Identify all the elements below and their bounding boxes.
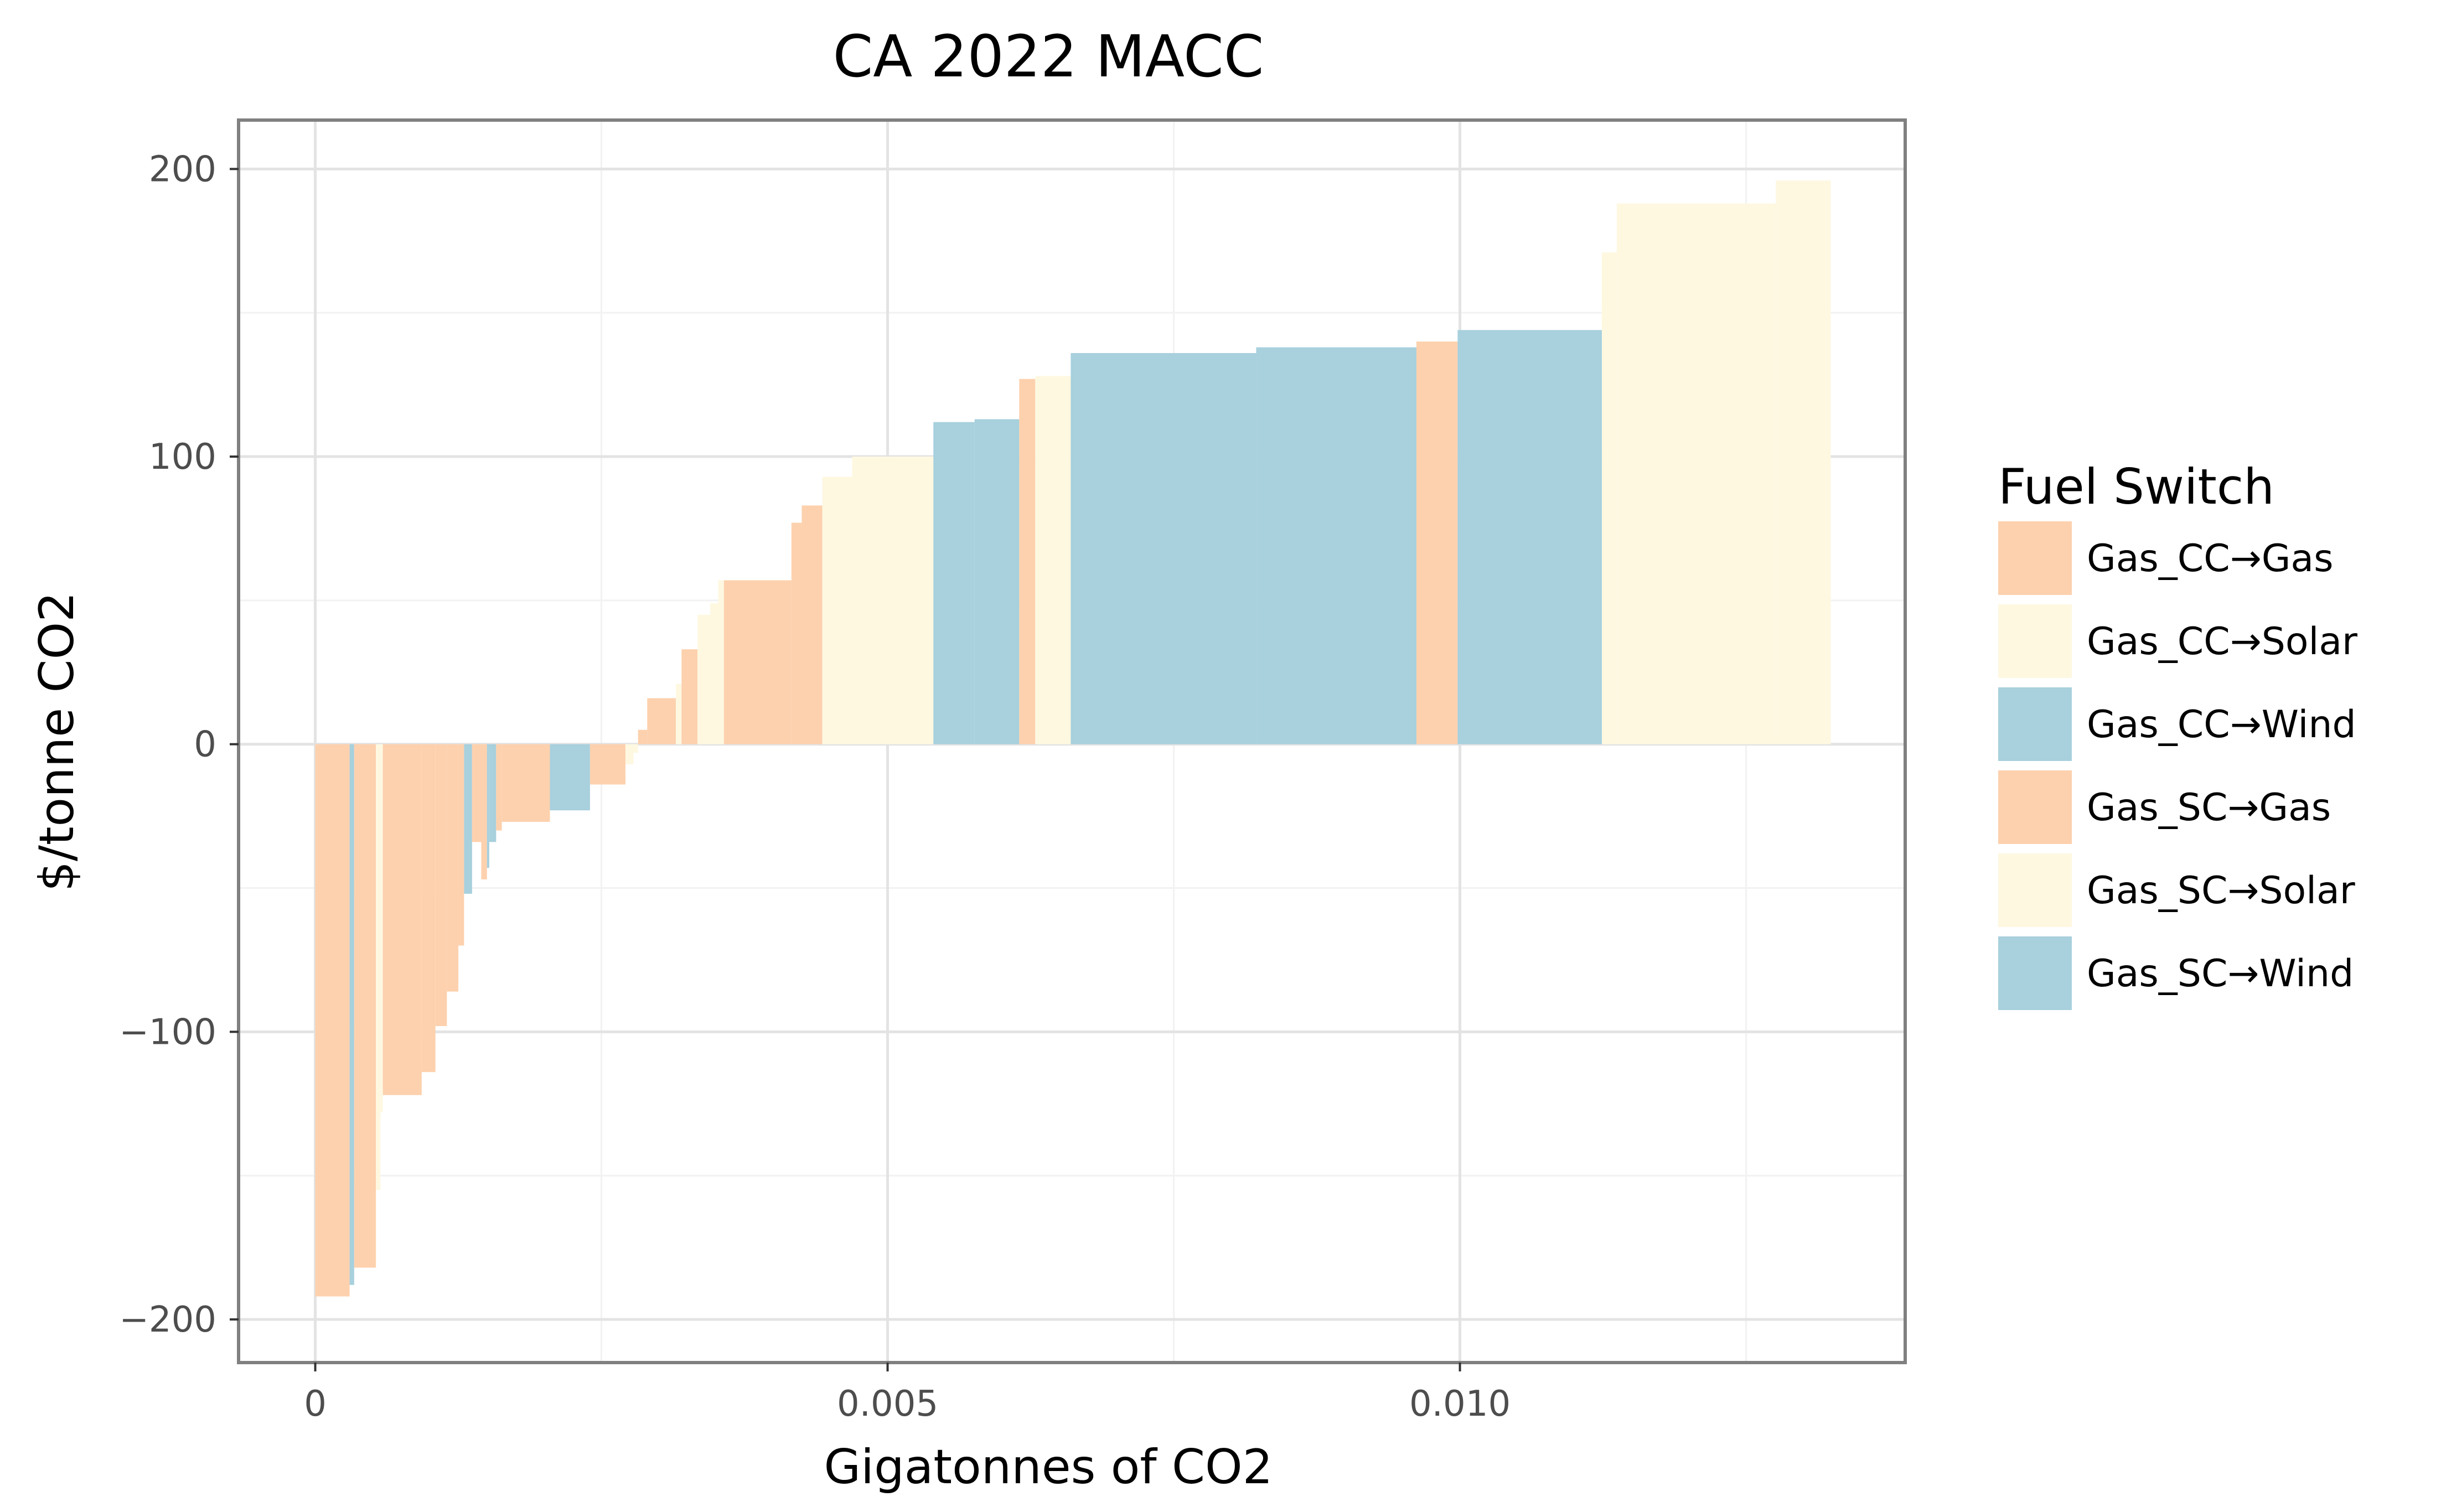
legend-label: Gas_SC→Solar xyxy=(2087,869,2355,913)
legend-label: Gas_CC→Wind xyxy=(2087,703,2356,747)
bar-gas xyxy=(382,744,422,1095)
bar-wind xyxy=(487,744,489,868)
legend-swatch xyxy=(1998,853,2072,927)
bar-gas xyxy=(723,580,792,744)
y-tick-label: 200 xyxy=(149,149,216,190)
legend-label: Gas_CC→Solar xyxy=(2087,620,2357,664)
bar-gas xyxy=(801,505,823,744)
bars xyxy=(315,180,1831,1297)
bar-gas xyxy=(1019,379,1036,744)
bar-wind xyxy=(349,744,354,1285)
bar-gas xyxy=(458,744,464,946)
bar-wind xyxy=(1070,353,1256,744)
legend-swatch xyxy=(1998,770,2072,844)
bar-gas xyxy=(1416,341,1458,744)
x-axis: 0 0.005 0.010 xyxy=(304,1363,1511,1425)
bar-gas xyxy=(791,522,802,744)
bar-gas xyxy=(681,649,698,744)
bar-solar xyxy=(852,457,934,744)
bar-solar xyxy=(1616,203,1776,744)
x-tick-label: 0 xyxy=(304,1384,327,1425)
bar-gas xyxy=(472,744,482,842)
legend-swatch xyxy=(1998,936,2072,1010)
legend-label: Gas_SC→Wind xyxy=(2087,952,2354,996)
x-axis-title: Gigatonnes of CO2 xyxy=(824,1439,1273,1495)
bar-solar xyxy=(1776,180,1831,744)
bar-solar xyxy=(675,683,682,744)
legend: Fuel Switch Gas_CC→GasGas_CC→SolarGas_CC… xyxy=(1998,458,2357,1010)
plot-border xyxy=(237,118,1907,1364)
bar-solar xyxy=(380,744,383,1112)
bar-wind xyxy=(464,744,472,894)
bar-gas xyxy=(421,744,436,1073)
legend-swatch xyxy=(1998,687,2072,761)
bar-gas xyxy=(435,744,447,1026)
legend-items: Gas_CC→Gas Gas_CC→Solar Gas_CC→Wind Gas_SC→… xyxy=(1998,521,2357,1010)
bar-solar xyxy=(633,744,638,753)
bar-wind xyxy=(489,744,497,842)
y-tick-label: 0 xyxy=(194,724,216,765)
bar-gas xyxy=(638,729,648,744)
bar-gas xyxy=(315,744,350,1297)
bar-wind xyxy=(933,422,975,744)
bar-wind xyxy=(550,744,590,811)
plot-panel xyxy=(237,118,1907,1364)
legend-swatch xyxy=(1998,604,2072,678)
y-tick-label: −100 xyxy=(119,1012,216,1053)
bar-solar xyxy=(822,477,852,744)
bar-gas xyxy=(589,744,625,785)
bar-solar xyxy=(718,580,724,744)
bar-gas xyxy=(647,698,676,744)
bar-wind xyxy=(974,419,1020,744)
y-axis: −200 −100 0 100 200 xyxy=(119,149,239,1340)
x-tick-label: 0.005 xyxy=(837,1384,938,1425)
bar-gas xyxy=(496,744,502,831)
legend-label: Gas_CC→Gas xyxy=(2087,537,2334,581)
legend-swatch xyxy=(1998,521,2072,595)
bar-solar xyxy=(376,744,381,1190)
bar-solar xyxy=(1601,252,1617,744)
bar-gas xyxy=(354,744,376,1268)
bar-solar xyxy=(1035,376,1071,744)
bar-gas xyxy=(447,744,459,992)
legend-label: Gas_SC→Gas xyxy=(2087,786,2331,830)
bar-solar xyxy=(697,614,711,744)
y-tick-label: −200 xyxy=(119,1299,216,1340)
bar-solar xyxy=(625,744,634,765)
chart-title: CA 2022 MACC xyxy=(833,23,1264,90)
bar-wind xyxy=(1457,330,1602,744)
bar-gas xyxy=(481,744,487,879)
legend-title: Fuel Switch xyxy=(1998,458,2274,515)
x-tick-label: 0.010 xyxy=(1409,1384,1511,1425)
bar-wind xyxy=(1256,347,1416,744)
y-axis-title: $/tonne CO2 xyxy=(29,592,85,892)
bar-gas xyxy=(501,744,550,822)
y-tick-label: 100 xyxy=(149,437,216,478)
bar-solar xyxy=(710,603,718,744)
